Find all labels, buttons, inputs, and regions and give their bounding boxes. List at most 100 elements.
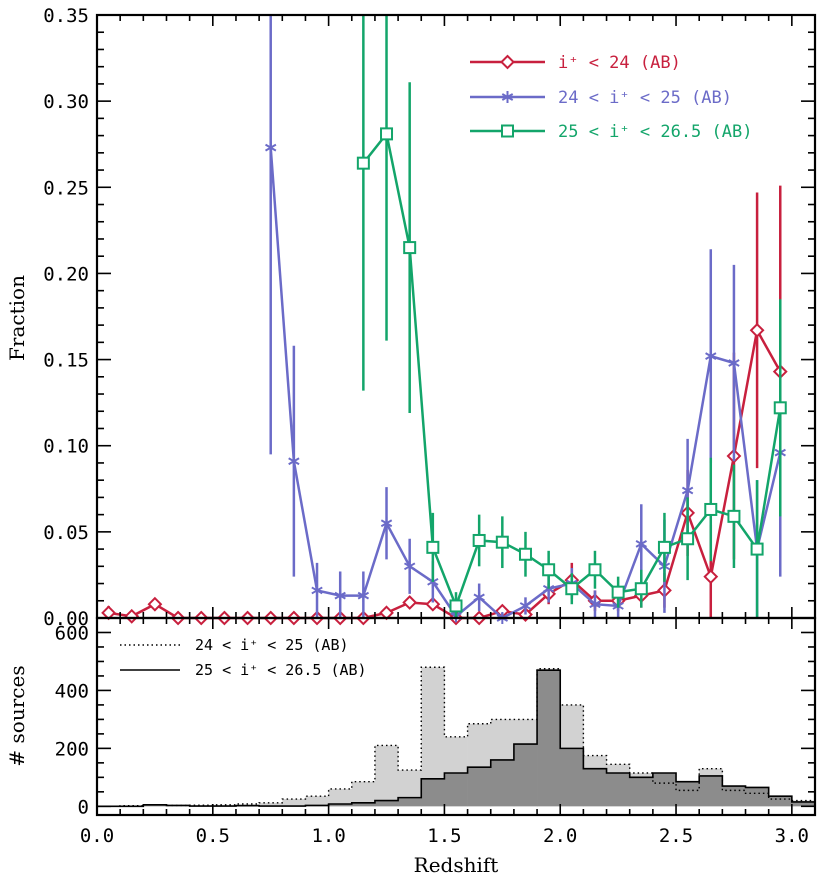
data-point-square — [356, 156, 370, 170]
hist-bar-solid — [699, 775, 723, 807]
hist-bar-solid — [328, 803, 353, 807]
x-tick-label: 2.0 — [543, 825, 577, 847]
legend-label-series-1: i⁺ < 24 (AB) — [558, 53, 681, 73]
data-point-diamond — [147, 596, 163, 612]
data-point-square — [426, 540, 440, 554]
hist-bar-solid — [583, 768, 607, 807]
data-point-square — [472, 533, 486, 547]
data-point-square — [403, 241, 417, 255]
bottom-y-axis-label: # sources — [5, 665, 29, 766]
top-y-axis-label: Fraction — [5, 275, 29, 361]
top-y-tick-label: 0.10 — [43, 436, 89, 458]
top-y-tick-label: 0.15 — [43, 350, 89, 372]
bottom-legend: 24 < i⁺ < 25 (AB) 25 < i⁺ < 26.5 (AB) — [120, 636, 367, 679]
hist-bar-solid — [398, 797, 422, 807]
hist-bar-solid — [351, 802, 376, 807]
data-point-diamond — [749, 322, 765, 338]
hist-bar-dotted — [328, 788, 353, 807]
data-point-asterisk — [288, 455, 300, 468]
hist-bar-solid — [676, 781, 700, 807]
x-tick-label: 1.5 — [427, 825, 461, 847]
top-y-tick-label: 0.05 — [43, 522, 89, 544]
data-point-asterisk — [380, 517, 393, 530]
ticks-layer — [96, 14, 816, 815]
data-point-diamond — [425, 596, 441, 612]
data-point-asterisk — [334, 589, 346, 602]
x-tick-label: 3.0 — [775, 825, 809, 847]
top-y-tick-label: 0.35 — [43, 5, 89, 27]
hist-bar-dotted — [259, 802, 283, 807]
data-point-square — [634, 582, 648, 596]
data-point-square — [704, 502, 718, 516]
data-point-square — [773, 401, 787, 415]
tick-labels-layer: 0.0 0.5 1.0 1.5 2.0 2.5 3.0 0.00 0.05 0.10 0.15 0.2… — [43, 5, 809, 847]
data-point-square — [611, 585, 625, 599]
data-point-square — [449, 599, 463, 613]
bottom-y-tick-label: 600 — [55, 622, 89, 644]
legend-label-series-2: 24 < i⁺ < 25 (AB) — [558, 88, 732, 108]
legend-marker-square — [501, 124, 514, 138]
hist-bar-solid — [629, 777, 654, 807]
x-tick-label: 1.0 — [311, 825, 345, 847]
legend-label-solid: 25 < i⁺ < 26.5 (AB) — [195, 661, 367, 679]
data-point-diamond — [402, 595, 418, 610]
data-point-asterisk — [311, 584, 323, 597]
legend-marker-asterisk — [501, 91, 514, 103]
hist-outline-solid — [97, 669, 815, 808]
hist-bar-solid — [652, 772, 677, 807]
hist-bar-dotted — [351, 781, 376, 807]
fraction-plot-layer — [101, 15, 788, 626]
data-point-diamond — [124, 608, 140, 624]
hist-bar-solid — [768, 796, 793, 807]
top-legend: i⁺ < 24 (AB) 24 < i⁺ < 25 (AB) 25 < i⁺ <… — [470, 53, 752, 142]
hist-bar-dotted — [305, 796, 329, 807]
data-point-diamond — [703, 569, 719, 585]
top-y-tick-label: 0.00 — [43, 608, 89, 630]
data-point-square — [518, 547, 532, 561]
hist-bar-solid — [467, 767, 492, 807]
x-tick-label: 0.0 — [80, 825, 114, 847]
data-point-asterisk — [635, 537, 647, 550]
hist-bar-solid — [513, 744, 538, 807]
data-point-asterisk — [473, 591, 485, 604]
series-group-1 — [101, 185, 788, 626]
data-point-asterisk — [357, 589, 370, 602]
bottom-y-tick-label: 400 — [55, 680, 89, 702]
hist-bar-dotted — [374, 745, 399, 807]
series-group-3 — [356, 15, 787, 618]
histogram-layer — [97, 666, 816, 808]
data-point-square — [681, 532, 695, 546]
data-point-square — [727, 509, 741, 523]
bottom-y-tick-label: 200 — [55, 738, 89, 760]
data-point-asterisk — [589, 598, 601, 611]
data-point-square — [565, 582, 579, 596]
data-point-square — [380, 127, 394, 141]
data-point-asterisk — [681, 484, 694, 497]
data-point-square — [750, 542, 764, 556]
data-point-asterisk — [265, 141, 277, 154]
hist-bar-solid — [490, 759, 515, 807]
data-point-asterisk — [403, 560, 416, 573]
data-point-square — [657, 540, 671, 554]
hist-bar-solid — [745, 787, 769, 807]
top-y-tick-label: 0.30 — [43, 91, 89, 113]
legend-label-dotted: 24 < i⁺ < 25 (AB) — [195, 636, 349, 654]
x-axis-label: Redshift — [414, 853, 499, 877]
data-point-square — [542, 563, 556, 577]
hist-bar-solid — [606, 772, 631, 807]
data-point-asterisk — [728, 357, 740, 370]
bottom-panel-frame — [95, 616, 817, 817]
legend-label-series-3: 25 < i⁺ < 26.5 (AB) — [558, 122, 752, 142]
hist-bar-solid — [374, 800, 399, 807]
bottom-y-tick-label: 0 — [78, 796, 89, 818]
top-y-tick-label: 0.25 — [43, 177, 89, 199]
data-point-square — [588, 563, 602, 577]
hist-bar-dotted — [282, 799, 306, 807]
hist-bar-solid — [722, 786, 746, 807]
hist-bar-solid — [537, 670, 561, 807]
x-tick-label: 0.5 — [196, 825, 230, 847]
x-tick-label: 2.5 — [659, 825, 693, 847]
data-point-asterisk — [705, 350, 717, 363]
hist-bar-solid — [421, 778, 445, 807]
